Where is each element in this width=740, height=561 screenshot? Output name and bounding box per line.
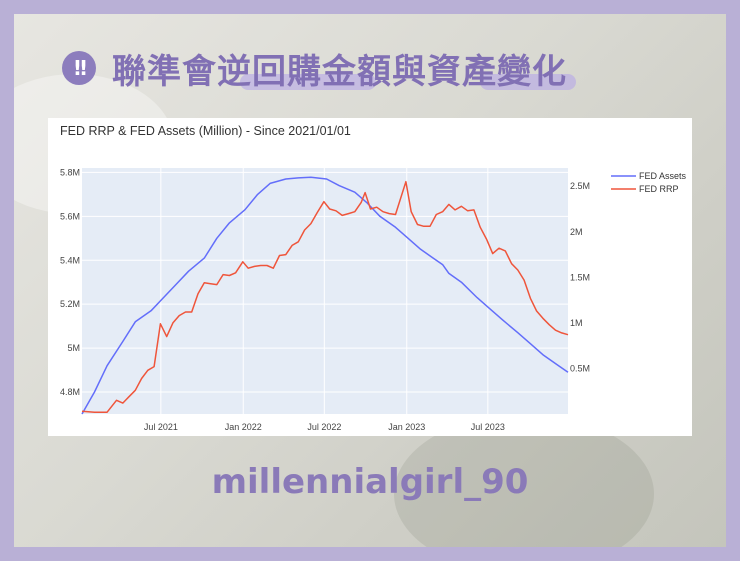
y-right-tick-label: 2.5M	[570, 181, 590, 191]
y-right-tick-label: 1M	[570, 318, 583, 328]
line-chart: Jul 2021 Jan 2022 Jul 2022 Jan 2023 Jul 2023…	[60, 167, 687, 432]
page-title: 聯準會逆回購金額與資產變化	[112, 44, 576, 93]
series-line-fed-rrp	[81, 180, 569, 413]
y-left-tick-label: 5.4M	[60, 255, 80, 265]
y-right-tick-label: 2M	[570, 227, 583, 237]
y-left-tick-label: 5M	[67, 343, 80, 353]
background-decoration	[394, 414, 654, 547]
chart-title: FED RRP & FED Assets (Million) - Since 2…	[60, 124, 351, 138]
legend-label: FED RRP	[639, 184, 679, 194]
x-tick-label: Jul 2023	[471, 422, 505, 432]
legend-label: FED Assets	[639, 171, 687, 181]
y-left-tick-label: 5.8M	[60, 167, 80, 177]
plot-area	[82, 168, 568, 414]
header: !! 聯準會逆回購金額與資產變化	[62, 40, 576, 96]
series-line-fed-assets	[81, 176, 569, 415]
y-right-tick-label: 1.5M	[570, 272, 590, 282]
x-tick-label: Jan 2023	[388, 422, 425, 432]
y-left-tick-label: 4.8M	[60, 387, 80, 397]
page-title-text: 聯準會逆回購金額與資產變化	[112, 51, 567, 92]
x-tick-label: Jul 2021	[144, 422, 178, 432]
y-left-tick-label: 5.2M	[60, 299, 80, 309]
y-right-tick-label: 0.5M	[570, 363, 590, 373]
x-tick-label: Jul 2022	[307, 422, 341, 432]
y-left-tick-label: 5.6M	[60, 211, 80, 221]
title-highlight	[240, 73, 376, 90]
x-tick-label: Jan 2022	[225, 422, 262, 432]
double-exclamation-icon: !!	[62, 51, 96, 85]
chart-card: FED RRP & FED Assets (Million) - Since 2…	[48, 118, 692, 436]
title-highlight	[480, 73, 576, 90]
author-handle: millennialgirl_90	[211, 462, 529, 502]
